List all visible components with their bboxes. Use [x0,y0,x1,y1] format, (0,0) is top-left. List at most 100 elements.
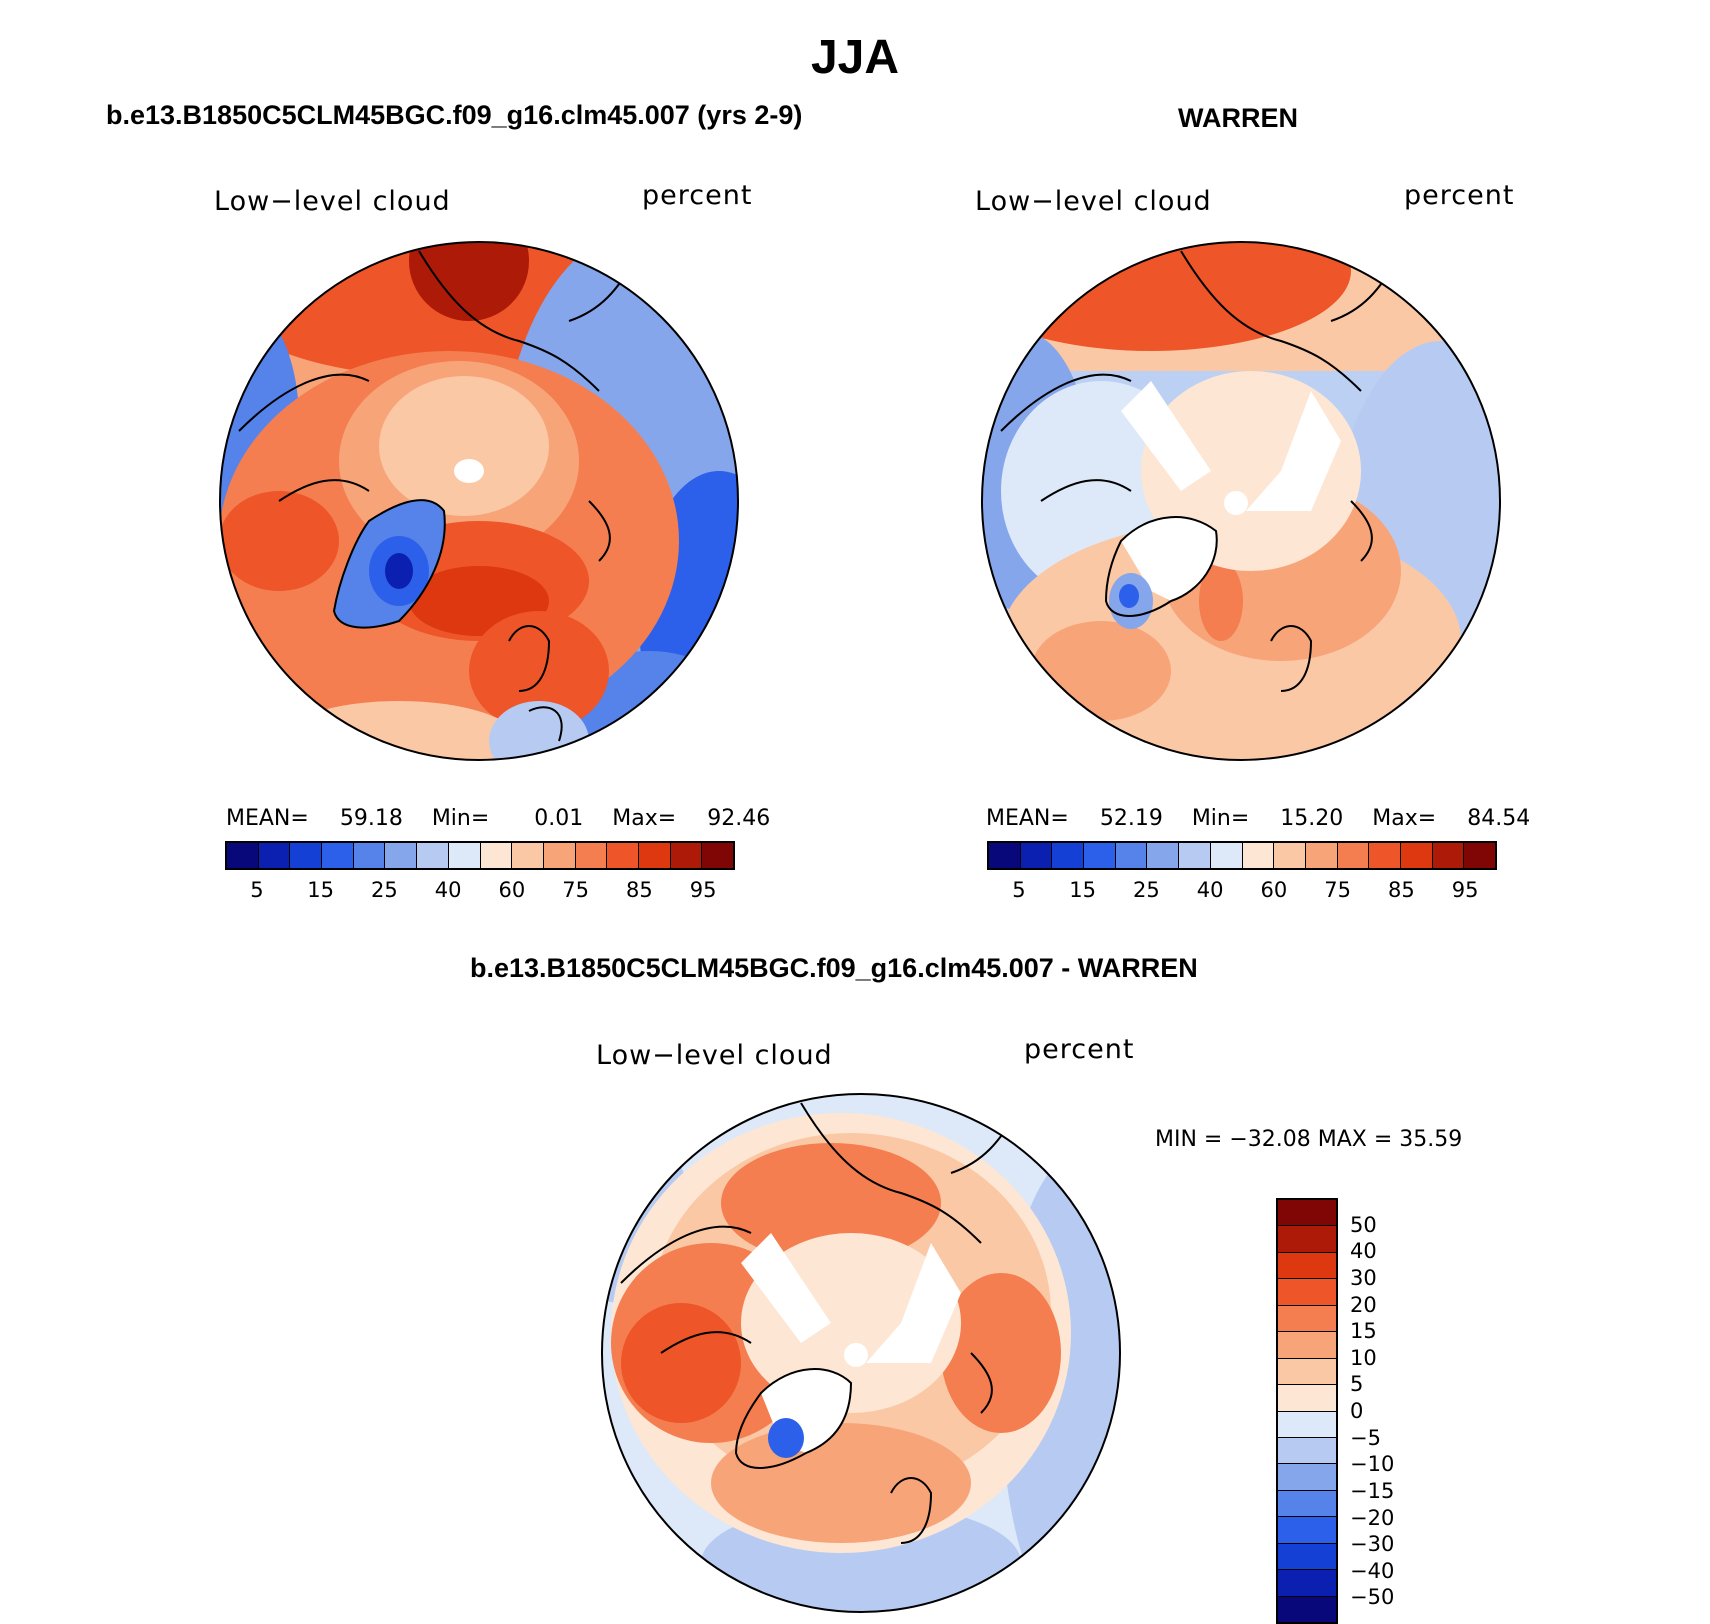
left-colorbar-tick-label: 75 [562,878,589,902]
diff-colorbar-tick-label: 5 [1350,1372,1364,1397]
diff-colorbar-swatch [1278,1305,1336,1333]
left-max-label: Max= [612,806,677,831]
right-colorbar-tick-label: 95 [1451,878,1479,902]
diff-colorbar-tick-label: −10 [1350,1452,1395,1477]
right-colorbar-swatch [1242,843,1275,868]
left-colorbar-tick-label: 5 [250,878,264,902]
right-colorbar-tick-label: 75 [1324,878,1351,902]
left-colorbar-swatch [290,843,323,868]
left-colorbar-swatch [575,843,608,868]
left-colorbar-tick-label: 40 [434,878,462,902]
diff-colorbar-tick-label: 0 [1350,1399,1364,1423]
left-colorbar-tick-label: 15 [307,878,334,902]
diff-colorbar-swatch [1278,1490,1336,1518]
diff-colorbar-swatch [1278,1252,1336,1280]
right-colorbar-swatch [1210,843,1243,868]
diff-minmax: MIN = −32.08 MAX = 35.59 [1155,1127,1463,1152]
right-colorbar-swatch [1400,843,1433,868]
diff-colorbar-tick-label: 20 [1350,1292,1377,1317]
left-colorbar-swatch [638,843,671,868]
diff-panel-title: b.e13.B1850C5CLM45BGC.f09_g16.clm45.007 … [470,953,1198,983]
left-colorbar-swatch [417,843,449,868]
left-colorbar-swatch [448,843,481,868]
right-colorbar-tick-label: 5 [1012,878,1026,902]
diff-colorbar-tick-label: −30 [1350,1532,1395,1557]
diff-colorbar-tick-label: −50 [1350,1585,1395,1610]
left-colorbar-swatch [322,843,354,868]
left-colorbar-tick-label: 95 [689,878,717,902]
left-colorbar-swatch [702,843,733,868]
left-colorbar-swatch [512,843,544,868]
diff-colorbar-tick-label: 30 [1350,1265,1377,1290]
left-colorbar-tick-label: 25 [371,878,398,902]
diff-colorbar-tick-label: −40 [1350,1558,1395,1583]
right-max-value: 84.54 [1467,806,1531,831]
diff-polar-map [601,1093,1121,1613]
diff-colorbar-swatch [1278,1385,1336,1412]
diff-colorbar-tick-label: 15 [1350,1319,1377,1344]
diff-colorbar [1276,1198,1338,1624]
diff-colorbar-tick-label: −15 [1350,1478,1395,1503]
diff-colorbar-swatch [1278,1358,1336,1386]
right-colorbar-swatch [1432,843,1465,868]
right-polar-map [981,241,1501,761]
right-mean-value: 52.19 [1099,806,1163,831]
right-colorbar-swatch [1464,843,1495,868]
diff-colorbar-swatch [1278,1437,1336,1465]
diff-colorbar-tick-label: 40 [1350,1239,1377,1264]
left-polar-map [219,241,739,761]
right-colorbar-swatch [1020,843,1053,868]
diff-colorbar-swatch [1278,1596,1336,1622]
right-colorbar-ticks: 5 15 25 40 60 75 85 95 [987,878,1497,904]
diff-variable-label: Low−level cloud [596,1040,833,1071]
left-stats: MEAN= 59.18 Min= 0.01 Max= 92.46 [226,806,770,831]
diff-colorbar-swatch [1278,1226,1336,1253]
left-colorbar-ticks: 5 15 25 40 60 75 85 95 [225,878,735,904]
left-colorbar-swatch [543,843,576,868]
left-max-value: 92.46 [707,806,771,831]
left-panel-title: b.e13.B1850C5CLM45BGC.f09_g16.clm45.007 … [106,100,803,130]
right-colorbar-swatch [1337,843,1370,868]
left-colorbar-swatch [607,843,639,868]
right-mean-label: MEAN= [986,806,1069,831]
right-colorbar-swatch [989,843,1021,868]
diff-units-label: percent [1024,1034,1135,1065]
diff-colorbar-tick-label: 10 [1350,1345,1377,1370]
right-colorbar-swatch [1369,843,1401,868]
left-variable-label: Low−level cloud [214,186,451,217]
right-colorbar-tick-label: 15 [1069,878,1096,902]
right-min-label: Min= [1191,806,1250,831]
right-colorbar-tick-label: 40 [1196,878,1224,902]
left-colorbar-swatch [670,843,703,868]
diff-colorbar-swatch [1278,1543,1336,1571]
diff-colorbar-swatch [1278,1517,1336,1544]
left-mean-label: MEAN= [226,806,309,831]
diff-colorbar-swatch [1278,1332,1336,1359]
left-colorbar-tick-label: 85 [626,878,653,902]
right-colorbar-swatch [1305,843,1338,868]
diff-colorbar-swatch [1278,1464,1336,1491]
page-title: JJA [810,31,900,84]
diff-colorbar-swatch [1278,1411,1336,1438]
diff-colorbar-swatch [1278,1570,1336,1597]
left-colorbar-swatch [480,843,513,868]
left-units-label: percent [642,180,753,211]
right-panel-title: WARREN [1178,103,1298,133]
right-colorbar-swatch [1274,843,1306,868]
right-units-label: percent [1404,180,1515,211]
left-colorbar-swatch [258,843,291,868]
right-variable-label: Low−level cloud [975,186,1212,217]
right-colorbar-tick-label: 60 [1260,878,1288,902]
right-min-value: 15.20 [1280,806,1344,831]
right-colorbar-tick-label: 25 [1133,878,1160,902]
diff-colorbar-tick-label: 50 [1350,1212,1377,1237]
right-colorbar-swatch [1052,843,1085,868]
right-colorbar [987,841,1497,870]
right-max-label: Max= [1372,806,1437,831]
left-min-value: 0.01 [534,806,584,831]
diff-colorbar-tick-label: −20 [1350,1505,1395,1530]
diff-colorbar-tick-label: −5 [1350,1425,1381,1450]
right-colorbar-swatch [1179,843,1211,868]
right-colorbar-swatch [1084,843,1116,868]
left-colorbar-swatch [353,843,386,868]
